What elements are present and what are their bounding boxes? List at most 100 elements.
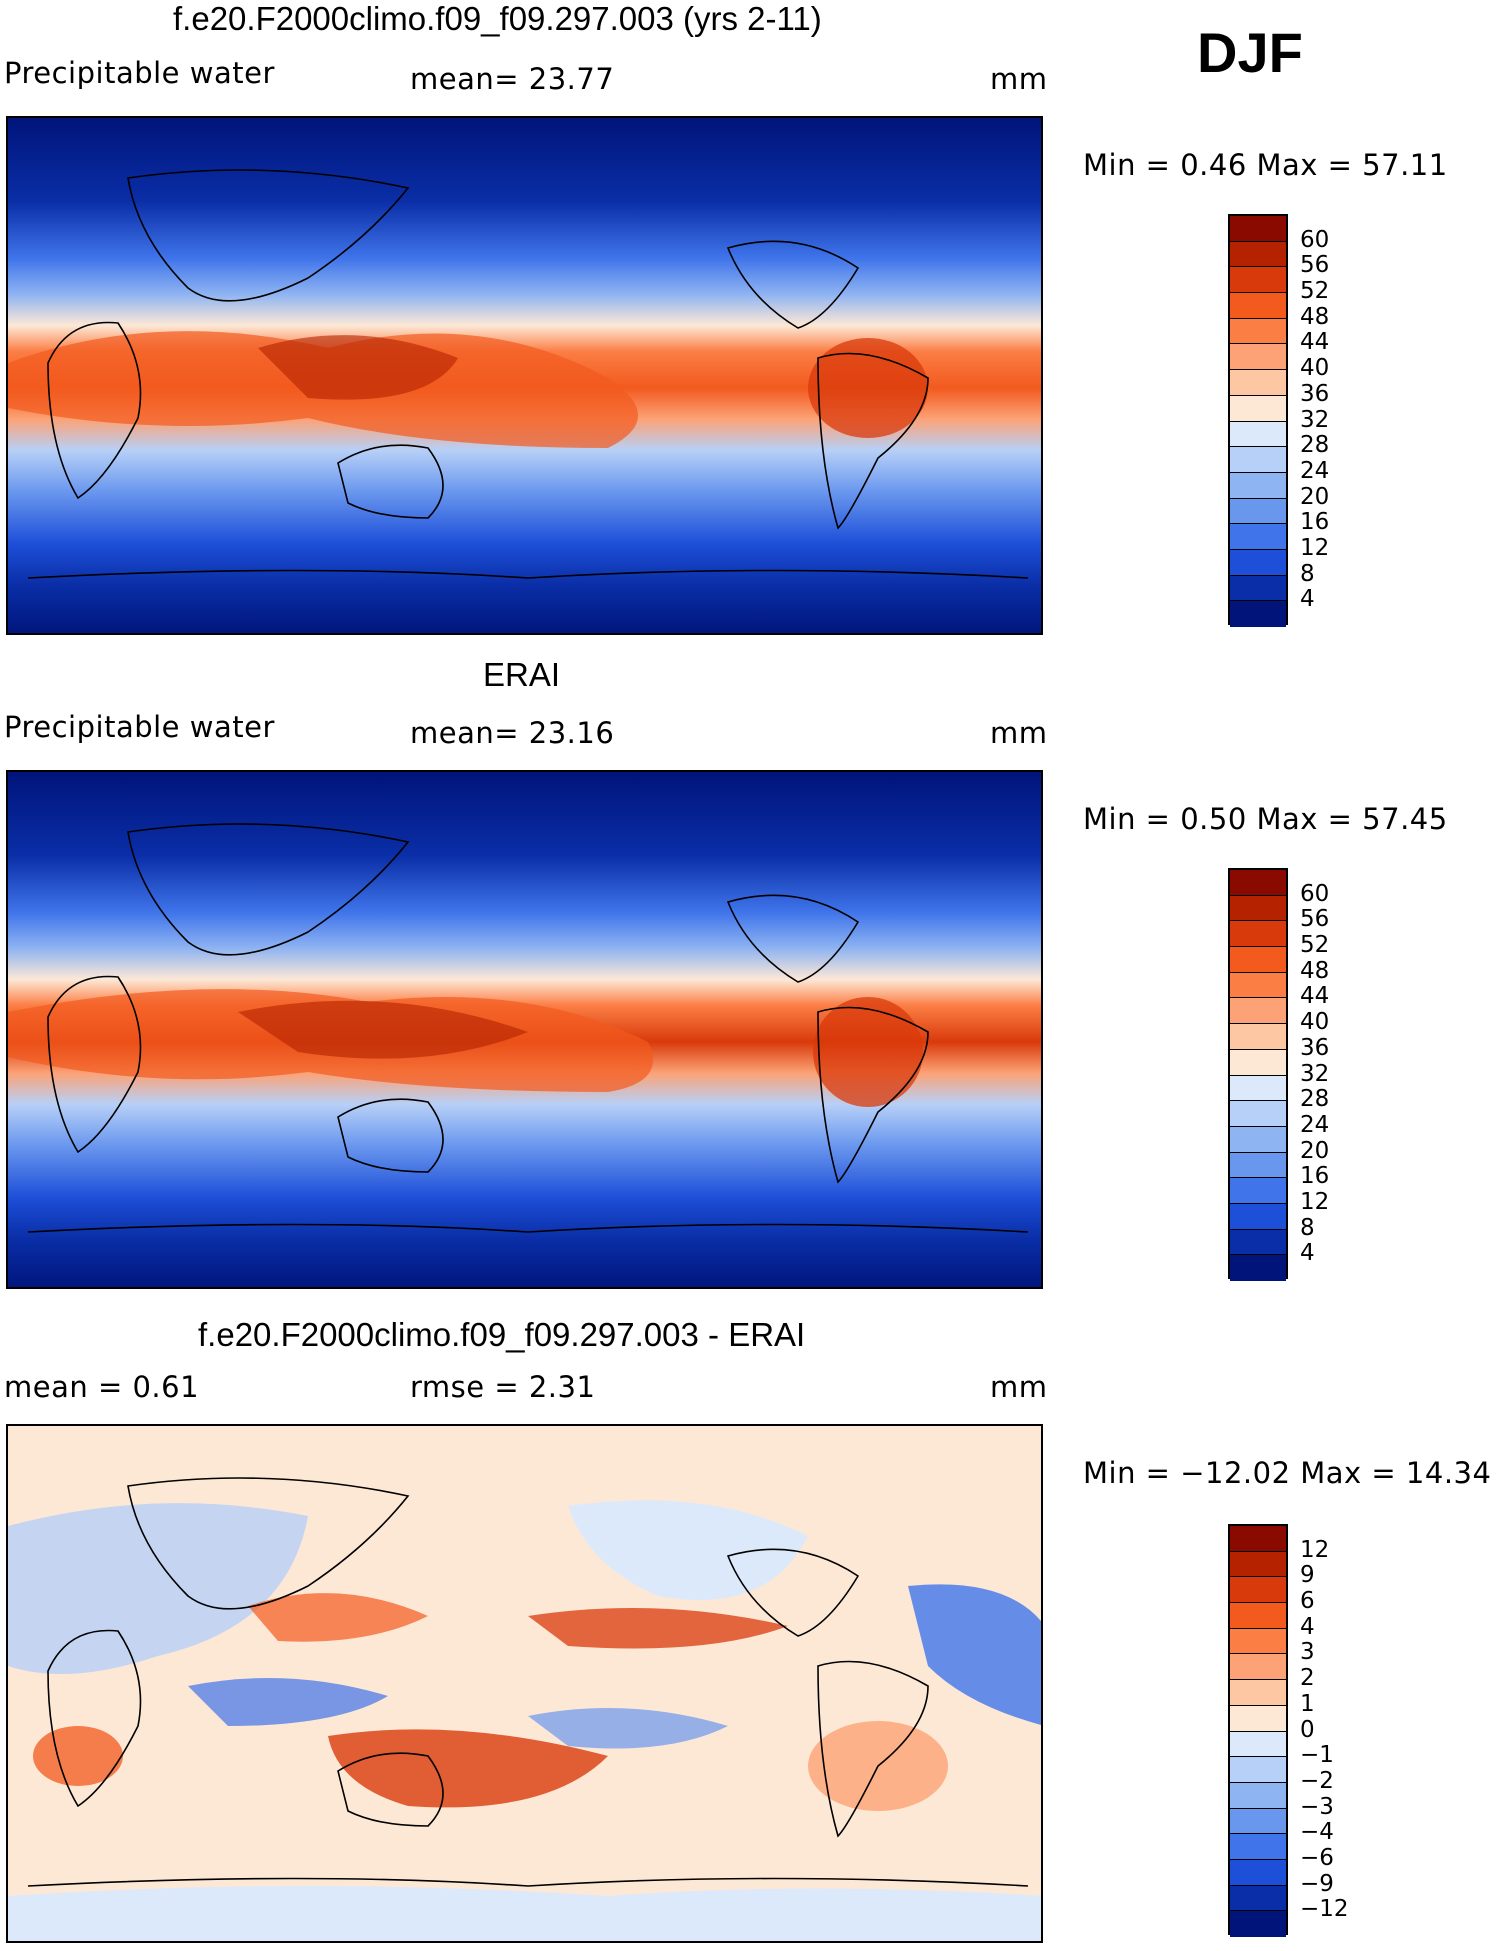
colorbar-box (1230, 1705, 1286, 1732)
colorbar-box (1230, 1126, 1286, 1153)
colorbar-tick-label: −1 (1300, 1742, 1334, 1769)
colorbar-box (1230, 1885, 1286, 1912)
colorbar-box (1230, 370, 1286, 396)
colorbar-diff (1228, 1524, 1288, 1937)
colorbar-tick-label: 16 (1300, 1163, 1330, 1190)
mean-label-diff: mean = 0.61 (4, 1370, 200, 1404)
colorbar-box (1230, 1203, 1286, 1230)
colorbar-tick-label: −4 (1300, 1819, 1334, 1846)
colorbar-box (1230, 472, 1286, 499)
colorbar-tick-label: −12 (1300, 1896, 1349, 1923)
colorbar-tick-label: 48 (1300, 957, 1330, 984)
colorbar-box (1230, 549, 1286, 576)
colorbar-box (1230, 947, 1286, 973)
colorbar-tick-label: 32 (1300, 406, 1330, 433)
colorbar-tick-label: 4 (1300, 586, 1315, 613)
colorbar-tick-label: 28 (1300, 1086, 1330, 1113)
colorbar-box (1230, 1255, 1286, 1281)
colorbar-box (1230, 344, 1286, 371)
colorbar-box (1230, 1680, 1286, 1706)
colorbar-box (1230, 870, 1286, 896)
colorbar-tick-label: 60 (1300, 880, 1330, 907)
colorbar-box (1230, 1101, 1286, 1127)
map-obs (6, 770, 1043, 1289)
season-label: DJF (1197, 21, 1303, 84)
colorbar-tick-label: 4 (1300, 1240, 1315, 1267)
colorbar-tick-label: 36 (1300, 380, 1330, 407)
colorbar-tick-label: 60 (1300, 226, 1330, 253)
unit-label-obs: mm (990, 716, 1048, 750)
unit-label-model: mm (990, 62, 1048, 96)
colorbar-tick-label: 24 (1300, 457, 1330, 484)
colorbar-tick-label: 32 (1300, 1060, 1330, 1087)
colorbar-obs (1228, 868, 1288, 1281)
colorbar-tick-label: 52 (1300, 278, 1330, 305)
colorbar-box (1230, 293, 1286, 319)
colorbar-box (1230, 267, 1286, 294)
colorbar-box (1230, 1731, 1286, 1758)
colorbar-tick-label: 40 (1300, 1009, 1330, 1036)
colorbar-tick-label: 52 (1300, 932, 1330, 959)
unit-label-diff: mm (990, 1370, 1048, 1404)
colorbar-box (1230, 1024, 1286, 1050)
colorbar-box (1230, 1911, 1286, 1937)
colorbar-tick-label: 12 (1300, 534, 1330, 561)
colorbar-box (1230, 318, 1286, 345)
colorbar-box (1230, 1603, 1286, 1629)
colorbar-tick-label: 3 (1300, 1639, 1315, 1666)
colorbar-tick-label: 24 (1300, 1111, 1330, 1138)
colorbar-tick-label: 2 (1300, 1665, 1315, 1692)
panel-title-diff: f.e20.F2000climo.f09_f09.297.003 - ERAI (198, 1316, 806, 1353)
colorbar-box (1230, 1075, 1286, 1102)
colorbar-tick-label: 20 (1300, 483, 1330, 510)
colorbar-box (1230, 216, 1286, 242)
minmax-label-model: Min = 0.46 Max = 57.11 (1083, 148, 1448, 182)
colorbar-tick-label: −2 (1300, 1767, 1334, 1794)
colorbar-box (1230, 1152, 1286, 1179)
colorbar-tick-label: 9 (1300, 1562, 1315, 1589)
variable-label-model: Precipitable water (4, 56, 275, 90)
colorbar-box (1230, 1229, 1286, 1256)
map-diff (6, 1424, 1043, 1943)
colorbar-tick-label: 8 (1300, 560, 1315, 587)
colorbar-box (1230, 921, 1286, 948)
panel-title-obs: ERAI (483, 656, 561, 693)
colorbar-tick-label: 6 (1300, 1588, 1315, 1615)
colorbar-box (1230, 895, 1286, 922)
mean-label-obs: mean= 23.16 (410, 716, 615, 750)
colorbar-tick-label: 8 (1300, 1214, 1315, 1241)
colorbar-tick-label: 16 (1300, 509, 1330, 536)
colorbar-box (1230, 447, 1286, 473)
colorbar-box (1230, 498, 1286, 525)
colorbar-box (1230, 241, 1286, 268)
colorbar-box (1230, 395, 1286, 422)
colorbar-box (1230, 1808, 1286, 1835)
colorbar-tick-label: 20 (1300, 1137, 1330, 1164)
minmax-label-diff: Min = −12.02 Max = 14.34 (1083, 1456, 1492, 1490)
map-model (6, 116, 1043, 635)
colorbar-tick-label: 0 (1300, 1716, 1315, 1743)
colorbar-tick-label: 40 (1300, 355, 1330, 382)
rmse-label-diff: rmse = 2.31 (410, 1370, 596, 1404)
colorbar-box (1230, 1577, 1286, 1604)
colorbar-box (1230, 1526, 1286, 1552)
colorbar-tick-label: 4 (1300, 1613, 1315, 1640)
colorbar-box (1230, 421, 1286, 448)
colorbar-tick-label: −9 (1300, 1870, 1334, 1897)
colorbar-tick-label: 44 (1300, 329, 1330, 356)
colorbar-tick-label: −6 (1300, 1844, 1334, 1871)
colorbar-box (1230, 998, 1286, 1025)
colorbar-box (1230, 524, 1286, 550)
colorbar-box (1230, 575, 1286, 602)
colorbar-tick-label: −3 (1300, 1793, 1334, 1820)
colorbar-box (1230, 1834, 1286, 1860)
colorbar-tick-label: 56 (1300, 906, 1330, 933)
colorbar-box (1230, 1551, 1286, 1578)
colorbar-box (1230, 1859, 1286, 1886)
colorbar-box (1230, 601, 1286, 627)
colorbar-tick-label: 44 (1300, 983, 1330, 1010)
colorbar-tick-label: 12 (1300, 1536, 1330, 1563)
colorbar-model (1228, 214, 1288, 627)
minmax-label-obs: Min = 0.50 Max = 57.45 (1083, 802, 1448, 836)
colorbar-box (1230, 1049, 1286, 1076)
